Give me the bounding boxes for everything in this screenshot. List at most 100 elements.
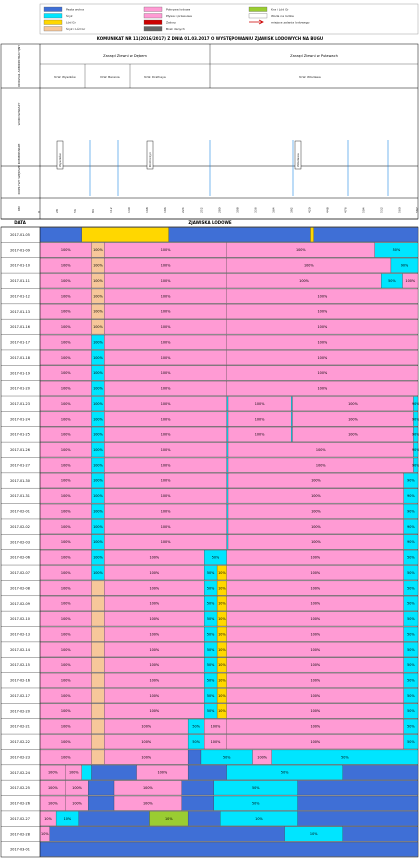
segment-label: 100% bbox=[93, 310, 103, 314]
segment-label: 100% bbox=[149, 602, 159, 606]
ice-segment bbox=[403, 611, 419, 627]
segment-label: 10% bbox=[218, 586, 226, 590]
gauge-label: Włodawa bbox=[296, 153, 300, 167]
segment-label: 100% bbox=[93, 540, 103, 544]
segment-label: 100% bbox=[93, 371, 103, 375]
km-tick-label: 0 bbox=[37, 211, 41, 213]
segment-label: 100% bbox=[61, 755, 71, 759]
segment-label: 100% bbox=[93, 264, 103, 268]
ice-segment bbox=[226, 473, 229, 488]
segment-label: 50% bbox=[407, 571, 415, 575]
segment-label: 100% bbox=[299, 279, 309, 283]
header-frame bbox=[0, 43, 419, 220]
segment-label: 50% bbox=[341, 755, 349, 759]
segment-label: 50% bbox=[388, 279, 396, 283]
ice-segment bbox=[187, 749, 202, 765]
date-label: 2017-01-20 bbox=[10, 387, 30, 391]
segment-label: 90% bbox=[412, 463, 419, 467]
ice-segment bbox=[403, 550, 419, 565]
km-tick-label: 560 bbox=[398, 207, 402, 213]
segment-label: 50% bbox=[407, 602, 415, 606]
segment-label: 100% bbox=[310, 556, 320, 560]
segment-label: 90% bbox=[401, 264, 409, 268]
segment-label: 100% bbox=[61, 356, 71, 360]
segment-label: 100% bbox=[149, 648, 159, 652]
segment-label: 100% bbox=[310, 694, 320, 698]
gauge-box bbox=[294, 140, 302, 170]
segment-label: 10% bbox=[64, 817, 72, 821]
date-label: 2017-02-02 bbox=[10, 525, 30, 529]
ice-segment bbox=[403, 657, 419, 673]
segment-label: 50% bbox=[207, 663, 215, 667]
segment-label: 100% bbox=[161, 494, 171, 498]
ice-segment bbox=[226, 319, 419, 335]
legend-label: miejsce zalania lodowego bbox=[271, 21, 310, 25]
legend-swatch bbox=[43, 26, 63, 32]
date-label: 2017-01-27 bbox=[10, 463, 30, 467]
km-tick-label: 140 bbox=[127, 207, 131, 213]
ice-segment bbox=[403, 626, 419, 642]
segment-label: 100% bbox=[93, 325, 103, 329]
segment-label: 100% bbox=[61, 448, 71, 452]
km-tick-label: 336 bbox=[253, 207, 257, 213]
segment-label: 100% bbox=[149, 617, 159, 621]
segment-label: 100% bbox=[161, 540, 171, 544]
date-label: 2017-01-23 bbox=[10, 402, 30, 406]
ice-segment bbox=[291, 427, 293, 442]
date-label: 2017-02-27 bbox=[10, 817, 30, 821]
ice-segment bbox=[91, 719, 105, 734]
segment-label: 100% bbox=[318, 371, 328, 375]
ice-grid: 2017-01-05 2017-01-09 100% 100% 100% 100% 50% 2… bbox=[0, 226, 419, 858]
segment-label: 100% bbox=[161, 387, 171, 391]
segment-label: 90% bbox=[412, 417, 419, 421]
segment-label: 100% bbox=[348, 433, 358, 437]
ice-segment bbox=[39, 842, 419, 857]
segment-label: 50% bbox=[407, 725, 415, 729]
segment-label: 50% bbox=[281, 771, 289, 775]
ice-segment bbox=[403, 534, 419, 550]
ice-segment bbox=[78, 811, 150, 826]
segment-label: 100% bbox=[72, 786, 82, 790]
segment-label: 50% bbox=[207, 694, 215, 698]
segment-label: 100% bbox=[348, 417, 358, 421]
ice-segment bbox=[403, 503, 419, 519]
km-tick-label: 28 bbox=[55, 209, 59, 213]
date-label: 2017-02-17 bbox=[10, 694, 30, 698]
segment-label: 100% bbox=[93, 356, 103, 360]
ice-segment bbox=[313, 227, 419, 242]
segment-label: 10% bbox=[218, 571, 226, 575]
segment-label: 50% bbox=[207, 709, 215, 713]
segment-label: 100% bbox=[311, 479, 321, 483]
ice-segment bbox=[226, 381, 419, 396]
km-tick-label: 587 bbox=[415, 207, 419, 213]
segment-label: 100% bbox=[310, 725, 320, 729]
ice-segment bbox=[88, 795, 115, 811]
ice-segment bbox=[226, 365, 419, 381]
date-label: 2017-02-26 bbox=[10, 802, 30, 806]
segment-label: 100% bbox=[61, 494, 71, 498]
segment-label: 50% bbox=[252, 786, 260, 790]
segment-label: 100% bbox=[61, 740, 71, 744]
legend-swatch bbox=[43, 6, 63, 12]
segment-label: 100% bbox=[149, 678, 159, 682]
ice-segment bbox=[187, 811, 221, 826]
legend-label: Lód Gr bbox=[66, 21, 77, 25]
segment-label: 50% bbox=[407, 709, 415, 713]
segment-label: 50% bbox=[407, 740, 415, 744]
gauge-box bbox=[146, 140, 154, 170]
ice-segment bbox=[413, 442, 419, 458]
legend-label: Pasta wolna bbox=[66, 8, 84, 12]
segment-label: 100% bbox=[61, 417, 71, 421]
legend-label: Kra i Lód Gr bbox=[271, 8, 289, 12]
arrow-icon bbox=[249, 19, 264, 25]
segment-label: 100% bbox=[61, 463, 71, 467]
ice-segment bbox=[91, 611, 105, 627]
segment-label: 100% bbox=[311, 494, 321, 498]
km-tick-label: 476 bbox=[344, 207, 348, 213]
segment-label: 100% bbox=[93, 340, 103, 344]
segment-label: 90% bbox=[412, 433, 419, 437]
ice-segment bbox=[181, 780, 214, 796]
segment-label: 100% bbox=[149, 694, 159, 698]
km-tick-label: 308 bbox=[235, 207, 239, 213]
